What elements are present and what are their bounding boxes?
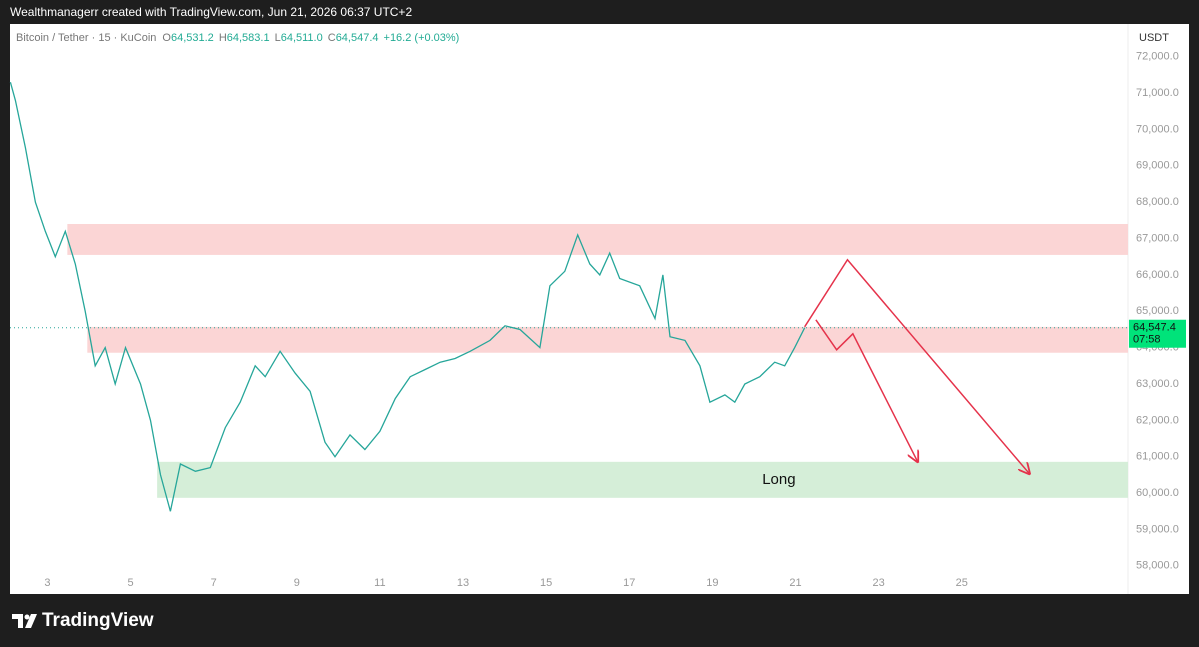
ohlc-value: 64,531.2 — [171, 32, 214, 44]
ohlc-label: H — [219, 32, 227, 44]
brand: TradingView — [42, 610, 154, 631]
last-price-box — [1129, 319, 1186, 348]
ohlc-value: 64,583.1 — [227, 32, 270, 44]
last-price-label: 64,547.4 — [1133, 322, 1176, 334]
arrow — [815, 319, 918, 462]
x-tick-label: 5 — [127, 577, 133, 589]
ohlc-label: L — [275, 32, 281, 44]
y-tick-label: 66,000.0 — [1136, 269, 1179, 281]
y-tick-label: 60,000.0 — [1136, 487, 1179, 499]
ohlc-label: O — [162, 32, 171, 44]
zone — [67, 224, 1129, 255]
arrow — [804, 258, 1030, 474]
ohlc-value: 64,511.0 — [281, 32, 323, 44]
y-tick-label: 71,000.0 — [1136, 87, 1179, 99]
y-tick-label: 68,000.0 — [1136, 196, 1179, 208]
change: +16.2 (+0.03%) — [384, 32, 460, 44]
x-tick-label: 3 — [44, 577, 50, 589]
x-tick-label: 19 — [706, 577, 718, 589]
x-tick-label: 9 — [294, 577, 300, 589]
zone — [87, 326, 1129, 353]
zone-label: Long — [762, 471, 795, 488]
x-tick-label: 13 — [457, 577, 469, 589]
y-tick-label: 72,000.0 — [1136, 51, 1179, 63]
y-tick-label: 63,000.0 — [1136, 378, 1179, 390]
price-line — [9, 82, 806, 512]
x-tick-label: 23 — [873, 577, 885, 589]
currency: USDT — [1139, 32, 1169, 44]
symbol-title: Bitcoin / Tether · 15 · KuCoin — [16, 32, 156, 44]
x-tick-label: 7 — [211, 577, 217, 589]
chart-panel — [10, 24, 1189, 594]
ohlc-value: 64,547.4 — [336, 32, 379, 44]
y-tick-label: 62,000.0 — [1136, 414, 1179, 426]
countdown: 07:58 — [1133, 334, 1161, 346]
y-tick-label: 65,000.0 — [1136, 305, 1179, 317]
x-tick-label: 15 — [540, 577, 552, 589]
y-tick-label: 59,000.0 — [1136, 523, 1179, 535]
y-tick-label: 69,000.0 — [1136, 160, 1179, 172]
zone — [157, 461, 1128, 498]
y-tick-label: 61,000.0 — [1136, 451, 1179, 463]
x-tick-label: 25 — [956, 577, 968, 589]
logo-icon — [12, 614, 37, 628]
x-tick-label: 11 — [374, 577, 385, 589]
y-tick-label: 70,000.0 — [1136, 123, 1179, 135]
x-tick-label: 17 — [623, 577, 635, 589]
x-tick-label: 21 — [789, 577, 801, 589]
symbol-header: Bitcoin / Tether · 15 · KuCoin O64,531.2 H… — [16, 32, 459, 44]
ohlc-label: C — [328, 32, 336, 44]
y-tick-label: 67,000.0 — [1136, 232, 1179, 244]
credit: Wealthmanagerr created with TradingView.… — [10, 5, 412, 19]
y-tick-label: 58,000.0 — [1136, 560, 1179, 572]
